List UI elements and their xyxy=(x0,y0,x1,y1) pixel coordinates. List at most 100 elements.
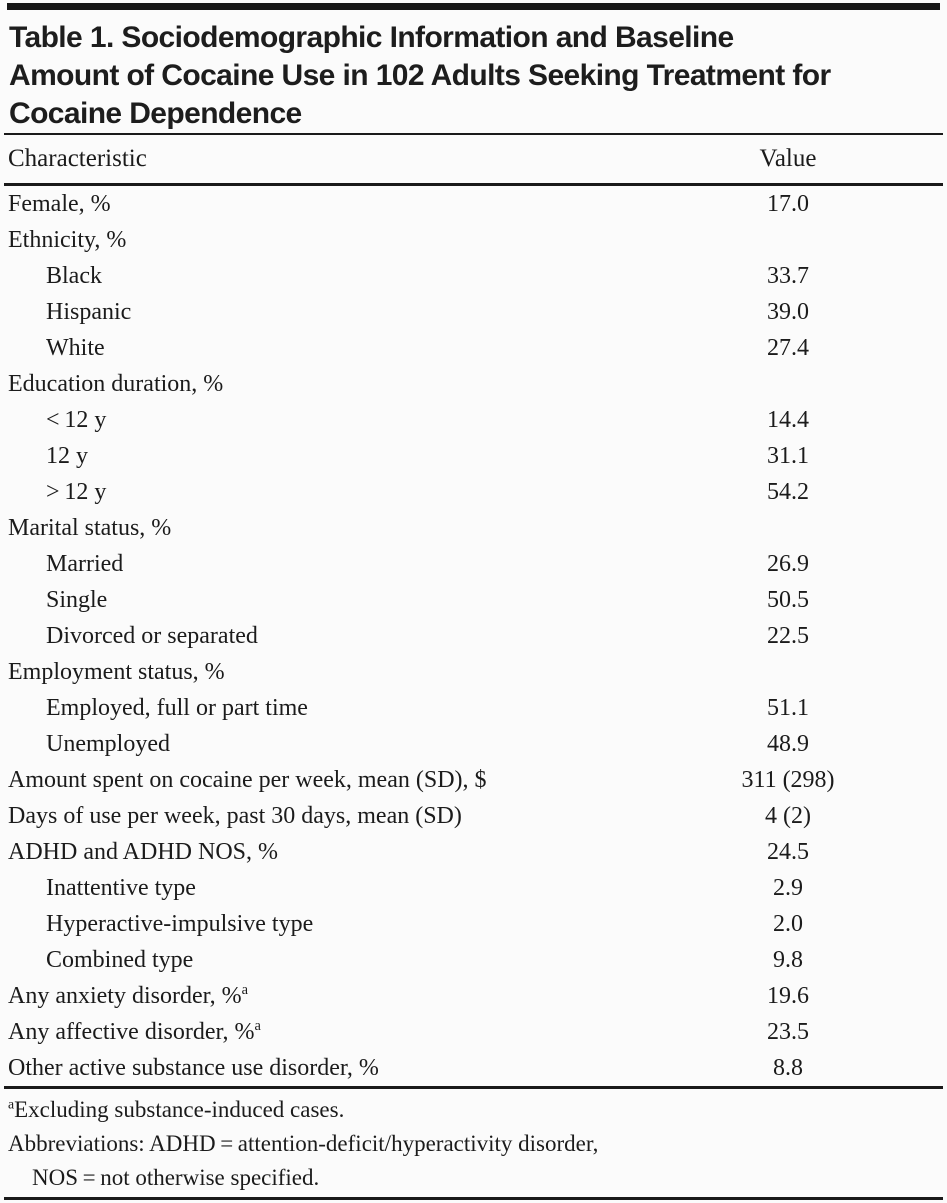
row-value: 27.4 xyxy=(767,335,809,361)
row-label-text: Any anxiety disorder, % xyxy=(8,983,242,1009)
column-header-row: Characteristic Value xyxy=(0,135,947,183)
rule-under-header xyxy=(4,183,943,186)
table-row: Married 26.9 xyxy=(0,546,947,582)
footnote-text: Excluding substance-induced cases. xyxy=(14,1097,345,1122)
row-label-text: Hyperactive-impulsive type xyxy=(46,911,314,937)
table-row: White 27.4 xyxy=(0,330,947,366)
table-row: Employment status, % xyxy=(0,654,947,690)
row-value: 2.9 xyxy=(773,875,803,901)
row-value: 50.5 xyxy=(767,587,809,613)
row-value: 9.8 xyxy=(773,947,803,973)
row-value: 14.4 xyxy=(767,407,809,433)
table-title-line: Amount of Cocaine Use in 102 Adults Seek… xyxy=(9,59,831,92)
rule-under-body xyxy=(4,1086,943,1089)
row-label-text: Divorced or separated xyxy=(46,623,258,649)
table-row: Female, % 17.0 xyxy=(0,186,947,222)
table-row: Unemployed 48.9 xyxy=(0,726,947,762)
table-row: Other active substance use disorder, % 8… xyxy=(0,1050,947,1086)
row-value: 33.7 xyxy=(767,263,809,289)
row-label-text: 12 y xyxy=(46,443,88,469)
table-row: Single 50.5 xyxy=(0,582,947,618)
row-value: 23.5 xyxy=(767,1019,809,1045)
row-label: Ethnicity, % xyxy=(0,222,126,258)
row-label-text: Married xyxy=(46,551,124,577)
row-label: Divorced or separated xyxy=(0,618,258,654)
row-label: Employed, full or part time xyxy=(0,690,308,726)
row-label: Single xyxy=(0,582,107,618)
table-body: Female, % 17.0 Ethnicity, % Black 33.7 H… xyxy=(0,186,947,1086)
row-label: 12 y xyxy=(0,438,88,474)
row-value: 19.6 xyxy=(767,983,809,1009)
row-label: Combined type xyxy=(0,942,193,978)
row-label: White xyxy=(0,330,105,366)
table-row: Divorced or separated 22.5 xyxy=(0,618,947,654)
row-label-text: > 12 y xyxy=(46,479,107,505)
row-label: Female, % xyxy=(0,186,111,222)
row-label-text: Inattentive type xyxy=(46,875,196,901)
row-value: 22.5 xyxy=(767,623,809,649)
table-row: Any affective disorder, %a 23.5 xyxy=(0,1014,947,1050)
row-value: 31.1 xyxy=(767,443,809,469)
table-row: Hyperactive-impulsive type 2.0 xyxy=(0,906,947,942)
row-value: 54.2 xyxy=(767,479,809,505)
table-top-rule xyxy=(7,3,940,10)
row-label-text: Unemployed xyxy=(46,731,170,757)
row-label-text: Female, % xyxy=(8,191,111,217)
row-label-text: Black xyxy=(46,263,102,289)
row-value: 311 (298) xyxy=(741,767,835,793)
column-header-value: Value xyxy=(759,145,817,172)
row-label: Days of use per week, past 30 days, mean… xyxy=(0,798,462,834)
table-row: Combined type 9.8 xyxy=(0,942,947,978)
row-label: Hyperactive-impulsive type xyxy=(0,906,313,942)
row-label-text: Combined type xyxy=(46,947,194,973)
row-label: Amount spent on cocaine per week, mean (… xyxy=(0,762,487,798)
table-bottom-rule xyxy=(4,1197,943,1200)
row-label: Hispanic xyxy=(0,294,131,330)
row-label: Unemployed xyxy=(0,726,170,762)
footnote-line: NOS = not otherwise specified. xyxy=(8,1161,939,1195)
row-value: 24.5 xyxy=(767,839,809,865)
footnote-text: Abbreviations: ADHD = attention-deficit/… xyxy=(8,1131,599,1156)
table-1-figure: Table 1. Sociodemographic Information an… xyxy=(0,3,947,1203)
row-label-text: Hispanic xyxy=(46,299,132,325)
table-row: Inattentive type 2.9 xyxy=(0,870,947,906)
row-label-superscript: a xyxy=(254,1018,261,1034)
table-row: Education duration, % xyxy=(0,366,947,402)
row-value: 17.0 xyxy=(767,191,809,217)
footnote-text: NOS = not otherwise specified. xyxy=(32,1165,320,1190)
table-title: Table 1. Sociodemographic Information an… xyxy=(9,19,941,133)
table-row: Marital status, % xyxy=(0,510,947,546)
row-label-text: Education duration, % xyxy=(8,371,224,397)
column-header-characteristic: Characteristic xyxy=(8,145,147,172)
table-row: Any anxiety disorder, %a 19.6 xyxy=(0,978,947,1014)
table-row: 12 y 31.1 xyxy=(0,438,947,474)
row-label: Any anxiety disorder, %a xyxy=(0,978,248,1014)
row-value: 26.9 xyxy=(767,551,809,577)
footnote-superscript: a xyxy=(8,1096,15,1112)
row-label-text: Amount spent on cocaine per week, mean (… xyxy=(8,767,487,793)
table-title-line: Table 1. Sociodemographic Information an… xyxy=(9,21,734,54)
row-label-text: Single xyxy=(46,587,108,613)
table-row: Amount spent on cocaine per week, mean (… xyxy=(0,762,947,798)
row-label-text: < 12 y xyxy=(46,407,107,433)
table-footnotes: aExcluding substance-induced cases. Abbr… xyxy=(0,1089,947,1195)
row-label-text: White xyxy=(46,335,105,361)
footnote-line: Abbreviations: ADHD = attention-deficit/… xyxy=(8,1127,939,1161)
table-row: Ethnicity, % xyxy=(0,222,947,258)
row-label: < 12 y xyxy=(0,402,106,438)
row-label-text: Any affective disorder, % xyxy=(8,1019,255,1045)
row-label: Education duration, % xyxy=(0,366,223,402)
rule-under-title xyxy=(4,133,943,135)
table-row: Employed, full or part time 51.1 xyxy=(0,690,947,726)
row-label: Married xyxy=(0,546,123,582)
row-value: 51.1 xyxy=(767,695,809,721)
table-title-line: Cocaine Dependence xyxy=(9,97,302,130)
row-label-text: ADHD and ADHD NOS, % xyxy=(8,839,278,865)
table-row: < 12 y 14.4 xyxy=(0,402,947,438)
row-value: 2.0 xyxy=(773,911,803,937)
row-label-text: Employment status, % xyxy=(8,659,225,685)
row-label-text: Employed, full or part time xyxy=(46,695,308,721)
row-label: Employment status, % xyxy=(0,654,225,690)
row-label-text: Ethnicity, % xyxy=(8,227,127,253)
row-value: 48.9 xyxy=(767,731,809,757)
